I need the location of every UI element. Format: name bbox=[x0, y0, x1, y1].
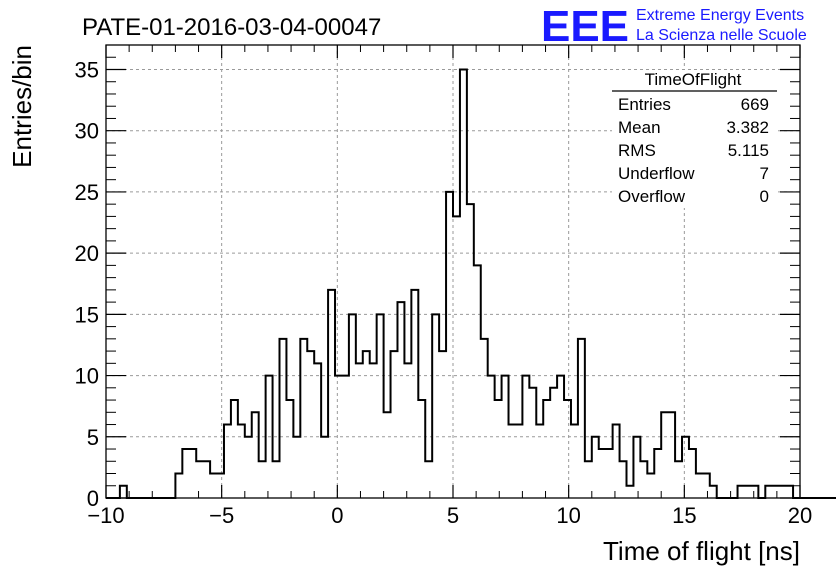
stats-label-underflow: Underflow bbox=[618, 164, 695, 183]
stats-label-rms: RMS bbox=[618, 141, 656, 160]
x-tick-label: −5 bbox=[209, 503, 234, 528]
stats-label-entries: Entries bbox=[618, 95, 671, 114]
stats-box: TimeOfFlight Entries 669 Mean 3.382 RMS … bbox=[612, 70, 777, 208]
x-tick-label: 10 bbox=[556, 503, 580, 528]
x-tick-label: 20 bbox=[788, 503, 812, 528]
stats-label-mean: Mean bbox=[618, 118, 661, 137]
y-axis-label: Entries/bin bbox=[7, 45, 37, 168]
y-tick-label: 0 bbox=[87, 486, 99, 511]
x-tick-label: 15 bbox=[672, 503, 696, 528]
y-tick-label: 35 bbox=[75, 57, 99, 82]
x-axis-label: Time of flight [ns] bbox=[603, 536, 800, 566]
stats-label-overflow: Overflow bbox=[618, 187, 686, 206]
stats-title: TimeOfFlight bbox=[645, 70, 742, 89]
branding-line-1: Extreme Energy Events bbox=[636, 7, 804, 24]
y-tick-label: 30 bbox=[75, 119, 99, 144]
stats-value-overflow: 0 bbox=[760, 187, 769, 206]
x-tick-label: 5 bbox=[447, 503, 459, 528]
x-tick-label: 0 bbox=[331, 503, 343, 528]
y-tick-label: 20 bbox=[75, 241, 99, 266]
x-tick-label: −10 bbox=[87, 503, 124, 528]
branding-line-2: La Scienza nelle Scuole bbox=[636, 27, 807, 44]
axis-ticks: −10 −5 0 5 10 15 20 0 5 10 15 20 25 30 35 bbox=[75, 44, 812, 528]
stats-box-background bbox=[612, 70, 777, 208]
stats-value-entries: 669 bbox=[741, 95, 769, 114]
y-tick-label: 5 bbox=[87, 425, 99, 450]
y-tick-label: 15 bbox=[75, 302, 99, 327]
stats-value-mean: 3.382 bbox=[726, 118, 769, 137]
eee-logo: EEE bbox=[541, 2, 629, 51]
stats-value-underflow: 7 bbox=[760, 164, 769, 183]
stats-value-rms: 5.115 bbox=[728, 141, 769, 160]
y-tick-label: 25 bbox=[75, 180, 99, 205]
chart-title: PATE-01-2016-03-04-00047 bbox=[82, 14, 381, 41]
y-tick-label: 10 bbox=[75, 364, 99, 389]
